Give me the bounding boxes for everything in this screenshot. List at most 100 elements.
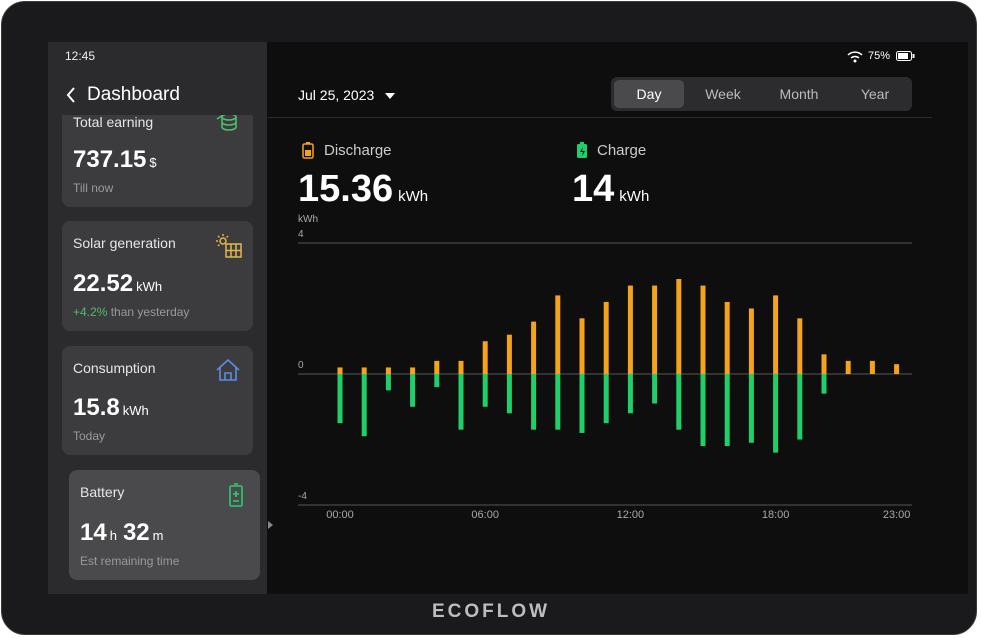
- bar: [869, 360, 875, 374]
- battery-card[interactable]: Battery 14 h 32 m Est remaining time: [69, 470, 260, 580]
- icon: [216, 234, 242, 258]
- bar: [652, 285, 658, 374]
- y-axis-label: kWh: [298, 214, 318, 225]
- y-tick-label: -4: [298, 491, 307, 502]
- charge-icon: [577, 142, 587, 158]
- tab[interactable]: Week: [705, 86, 741, 102]
- bar: [700, 285, 706, 374]
- x-tick-label: 12:00: [617, 509, 645, 521]
- bar: [458, 360, 464, 374]
- card-title: Total earning: [73, 115, 154, 130]
- bar: [531, 374, 537, 430]
- discharge-label: Discharge: [324, 142, 392, 159]
- card-title: Solar generation: [73, 235, 176, 251]
- unit: kWh: [619, 188, 650, 205]
- hours-value: 14: [80, 519, 107, 546]
- bar: [361, 374, 367, 437]
- header: Dashboard: [48, 72, 267, 115]
- bar: [724, 374, 730, 447]
- bar: [385, 374, 391, 391]
- hours-unit: h: [109, 528, 117, 543]
- bar: [821, 374, 827, 394]
- x-tick-label: 06:00: [471, 509, 499, 521]
- bar: [603, 374, 609, 424]
- x-tick-label: 00:00: [326, 509, 354, 521]
- bar: [676, 374, 682, 430]
- bar: [748, 374, 754, 443]
- bar: [845, 360, 851, 374]
- bar: [482, 374, 488, 407]
- bar: [797, 318, 803, 374]
- icon: [229, 483, 243, 507]
- expand-arrow[interactable]: [267, 520, 275, 530]
- card-unit: kWh: [122, 403, 149, 418]
- earning-card[interactable]: Total earning 737.15 $ Till now: [62, 115, 253, 207]
- icon: [216, 115, 237, 131]
- bar: [579, 374, 585, 433]
- brand-logo: ECOFLOW: [431, 601, 551, 622]
- bar: [724, 301, 730, 374]
- header-title: Dashboard: [87, 84, 180, 105]
- screen: 12:45 Total earning 737.15 $ Till now Sol…: [48, 42, 968, 594]
- bar: [410, 367, 416, 374]
- bar: [458, 374, 464, 430]
- bar: [773, 374, 779, 453]
- bar: [555, 295, 561, 374]
- battery-status: 75%: [868, 50, 891, 62]
- bar: [506, 334, 512, 374]
- x-tick-label: 18:00: [762, 509, 790, 521]
- card-note: Est remaining time: [80, 554, 180, 568]
- card-note: Today: [73, 429, 106, 443]
- tab[interactable]: Day: [614, 80, 684, 108]
- bar: [434, 360, 440, 374]
- bar: [361, 367, 367, 374]
- tab-bar: Day Week Month Year: [611, 77, 912, 111]
- bar: [797, 374, 803, 440]
- bar: [555, 374, 561, 430]
- charge-label: Charge: [597, 142, 647, 159]
- bar: [821, 354, 827, 374]
- bar: [748, 308, 754, 374]
- card-note: than yesterday: [110, 305, 190, 319]
- card-list: Total earning 737.15 $ Till now Solar gen…: [48, 115, 267, 594]
- card-note: Till now: [73, 181, 114, 195]
- y-tick-label: 4: [298, 229, 304, 240]
- wifi-icon: [847, 51, 863, 63]
- discharge-total: 15.36 kWh: [298, 168, 428, 211]
- value: 14: [572, 168, 615, 210]
- bar: [385, 367, 391, 374]
- x-tick-label: 23:00: [883, 509, 911, 521]
- icon: [216, 358, 240, 381]
- unit: kWh: [398, 188, 429, 205]
- back-button[interactable]: [65, 86, 77, 104]
- bar: [627, 285, 633, 374]
- solar-card[interactable]: Solar generation 22.52 kWh +4.2% than yes…: [62, 221, 253, 331]
- bar: [337, 374, 343, 424]
- battery-icon: [896, 51, 915, 61]
- bar: [337, 367, 343, 374]
- bar: [482, 341, 488, 374]
- bar: [434, 374, 440, 388]
- card-value: 22.52: [73, 270, 134, 297]
- divider: [268, 117, 932, 118]
- bar: [531, 321, 537, 374]
- bar: [700, 374, 706, 447]
- sidebar: 12:45 Total earning 737.15 $ Till now Sol…: [48, 42, 267, 594]
- status-time: 12:45: [65, 49, 96, 63]
- value: 15.36: [298, 168, 394, 210]
- tab[interactable]: Year: [860, 86, 890, 102]
- bar: [579, 318, 585, 374]
- consumption-card[interactable]: Consumption 15.8 kWh Today: [62, 346, 253, 455]
- card-value: 15.8: [73, 394, 120, 421]
- card-value: 737.15: [73, 146, 147, 173]
- minutes-unit: m: [152, 528, 164, 543]
- bar: [652, 374, 658, 404]
- bar: [627, 374, 633, 414]
- date-picker[interactable]: Jul 25, 2023: [298, 87, 396, 103]
- bar: [894, 364, 900, 374]
- charge-total: 14 kWh: [572, 168, 649, 211]
- bar: [603, 301, 609, 374]
- tab[interactable]: Month: [779, 86, 819, 102]
- card-unit: $: [149, 155, 157, 170]
